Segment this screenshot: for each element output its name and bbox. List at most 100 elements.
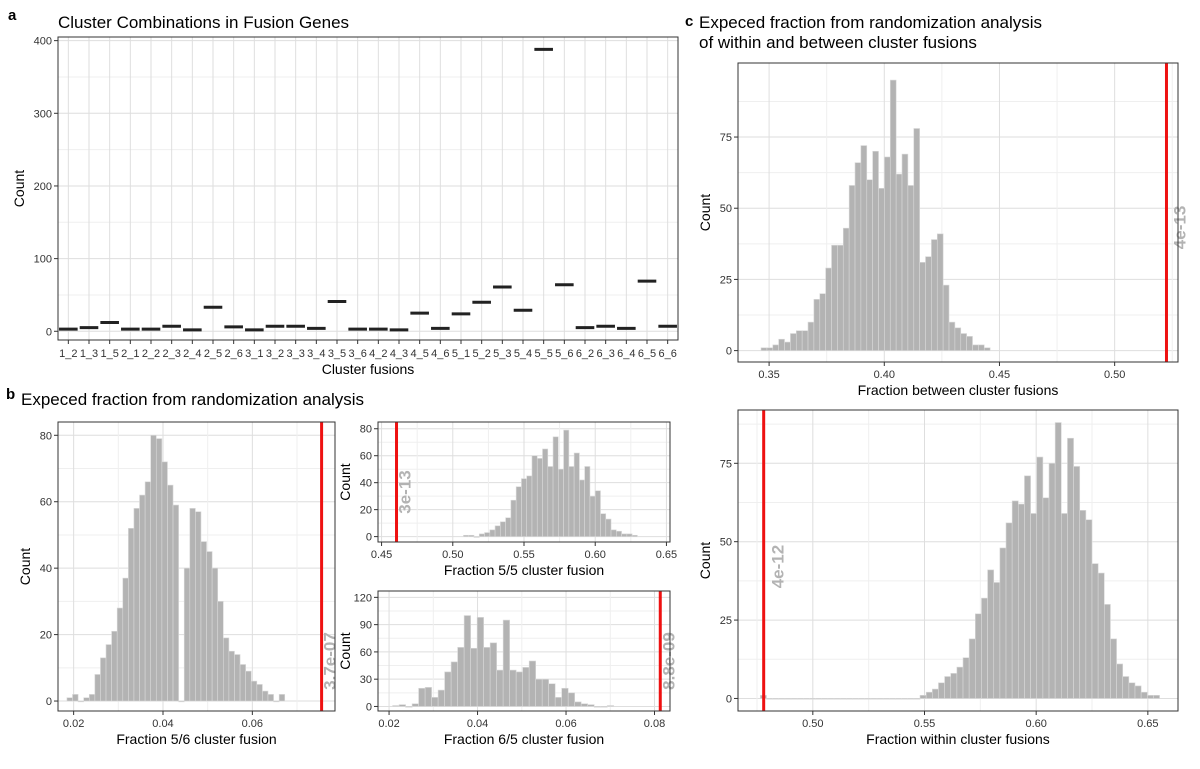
histogram-bar — [510, 499, 517, 537]
histogram-bar — [975, 613, 982, 699]
histogram-bar — [819, 293, 826, 351]
x-axis-label: Fraction within cluster fusions — [866, 731, 1050, 747]
histogram-bar — [111, 630, 118, 702]
histogram-bar — [962, 657, 970, 699]
histogram-bar — [505, 517, 512, 537]
histogram-bar — [541, 678, 549, 707]
histogram-bar — [983, 347, 991, 351]
histogram-bar — [542, 448, 549, 537]
histogram-bar — [760, 347, 768, 351]
histogram-bar — [960, 333, 967, 351]
histogram-bar — [801, 330, 809, 351]
y-tick-label: 25 — [720, 274, 732, 286]
histogram-bar — [189, 508, 196, 702]
x-tick-label: 2_1 — [121, 348, 139, 360]
histogram-bar — [884, 156, 891, 351]
x-axis-label: Fraction 5/6 cluster fusion — [116, 731, 276, 747]
histogram-bar — [239, 664, 246, 702]
histogram-bar — [795, 330, 803, 351]
histogram-bar — [809, 698, 816, 700]
chart-cluster-combinations: 0 100 200 300 400 1_2 1_3 1_5 2_1 2_2 2_3 2_4 2_5 2_6… — [11, 13, 679, 377]
histogram-bar — [522, 667, 530, 707]
x-tick-label: 6_2 — [576, 348, 594, 360]
histogram-bar — [846, 698, 853, 700]
histogram-bar — [144, 481, 152, 702]
histogram-bar — [105, 644, 112, 702]
histogram-bar — [1060, 513, 1068, 699]
histogram-bar — [610, 529, 617, 537]
histogram-bar — [600, 706, 608, 708]
histogram-bar — [948, 321, 956, 351]
histogram-bar — [616, 530, 622, 537]
histogram-bar — [567, 692, 576, 707]
histogram-bar — [833, 698, 841, 700]
histogram-bar — [528, 660, 536, 707]
x-tick-label: 0.65 — [656, 549, 677, 561]
histogram-bar — [901, 153, 909, 351]
histogram-bar — [552, 436, 559, 537]
section-title-c-line1: Expeced fraction from randomization anal… — [699, 13, 1042, 32]
x-tick-label: 4_2 — [369, 348, 387, 360]
y-tick-label: 40 — [40, 563, 52, 575]
histogram-bar — [167, 484, 174, 702]
histogram-bar — [772, 344, 779, 351]
x-tick-label: 0.50 — [1104, 369, 1125, 381]
x-tick-label: 0.60 — [585, 549, 606, 561]
x-tick-label: 2_6 — [224, 348, 242, 360]
histogram-bar — [825, 267, 832, 351]
histogram-bar — [463, 615, 471, 707]
histogram-bar — [206, 551, 213, 702]
histogram-bar — [473, 536, 480, 538]
histogram-bar — [584, 466, 591, 537]
x-tick-label: 6_5 — [638, 348, 656, 360]
x-tick-label: 0.06 — [555, 718, 576, 730]
histogram-bar — [1048, 463, 1056, 699]
histogram-bar — [83, 697, 90, 702]
x-axis-label: Fraction 5/5 cluster fusion — [444, 562, 604, 578]
x-tick-label: 1_3 — [80, 348, 98, 360]
section-title-c-line2: of within and between cluster fusions — [699, 33, 977, 52]
y-axis-label: Count — [697, 542, 713, 579]
histogram-bar — [444, 671, 452, 707]
histogram-bar — [1153, 695, 1160, 699]
histogram-bar — [1036, 456, 1044, 699]
p-value-annotation: 8.8e-09 — [659, 632, 678, 690]
histogram-bar — [766, 347, 774, 351]
histogram-bar — [626, 533, 633, 537]
histogram-bar — [790, 698, 798, 700]
histogram-bar — [1018, 503, 1025, 699]
histogram-bar — [925, 256, 932, 351]
histogram-bar — [1073, 466, 1081, 699]
x-tick-label: 0.50 — [802, 718, 823, 730]
x-tick-label: 0.04 — [152, 718, 173, 730]
x-tick-label: 5_5 — [534, 348, 552, 360]
histogram-bar — [907, 185, 915, 351]
y-tick-label: 0 — [46, 696, 52, 708]
x-tick-label: 1_2 — [59, 348, 77, 360]
x-tick-label: 4_6 — [431, 348, 449, 360]
histogram-bar — [262, 690, 269, 702]
histogram-bar — [1030, 513, 1038, 699]
histogram-bar — [478, 533, 485, 537]
histogram-bar — [981, 597, 988, 699]
plot-border — [57, 36, 679, 341]
histogram-bar — [852, 698, 859, 700]
y-tick-label: 0 — [366, 532, 372, 544]
y-tick-label: 40 — [360, 478, 372, 490]
histogram-bar — [217, 601, 224, 702]
x-tick-label: 0.45 — [371, 549, 392, 561]
histogram-bar — [463, 534, 470, 537]
histogram-bar — [66, 697, 73, 702]
x-tick-label: 4_5 — [410, 348, 428, 360]
x-tick-label: 3_6 — [348, 348, 366, 360]
p-value-annotation: 4e-13 — [1170, 206, 1189, 249]
histogram-bar — [901, 698, 909, 700]
chart-fraction-5-5: 3e-13 0 20 40 60 80 0.45 0.50 0.55 0.60 0.65 Fracti… — [337, 421, 677, 578]
x-tick-label: 0.06 — [242, 718, 263, 730]
histogram-bar — [161, 461, 168, 702]
x-tick-label: 3_2 — [266, 348, 284, 360]
histogram-bar — [574, 701, 582, 707]
x-tick-label: 0.35 — [758, 369, 779, 381]
histogram-bar — [1011, 500, 1019, 699]
